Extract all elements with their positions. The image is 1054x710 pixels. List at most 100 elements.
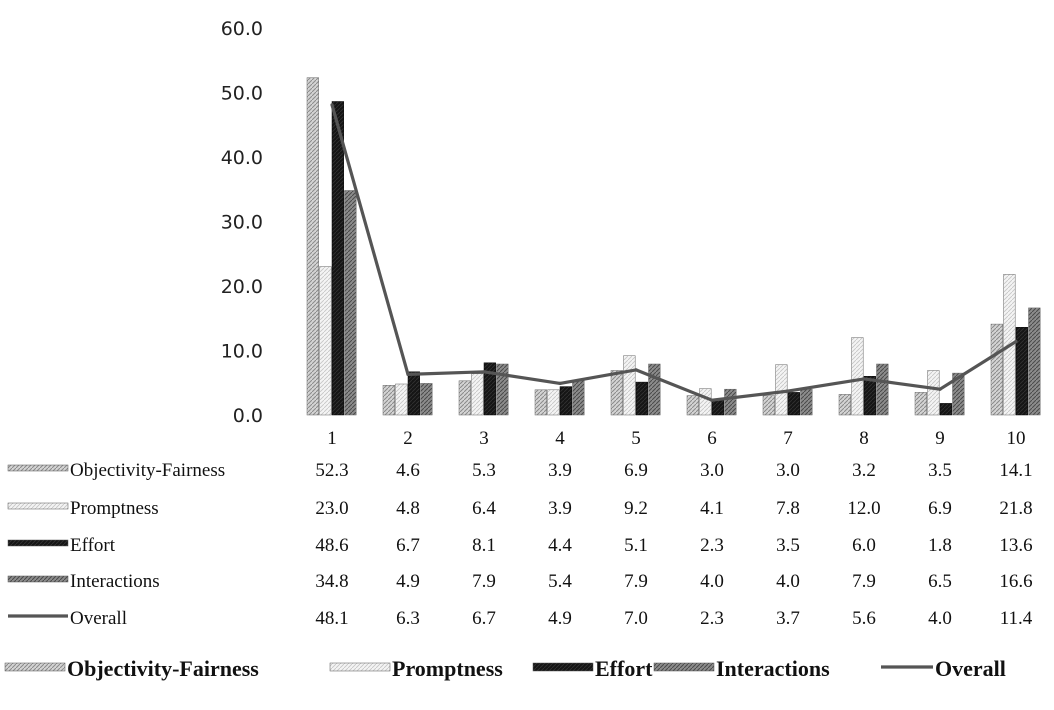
table-cell: 6.9 bbox=[928, 498, 952, 519]
bar-effort-7 bbox=[787, 392, 800, 416]
overall-point-1 bbox=[330, 103, 334, 107]
y-tick-label: 30.0 bbox=[221, 212, 263, 234]
overall-point-9 bbox=[938, 387, 942, 391]
legend-key-interactions bbox=[653, 662, 715, 672]
bar-promptness-2 bbox=[395, 383, 408, 416]
legend-key-effort bbox=[532, 662, 594, 672]
bar-objectivity-fairness-8 bbox=[838, 394, 851, 416]
bar-effort-9 bbox=[939, 403, 952, 416]
legend-key-promptness bbox=[329, 662, 391, 672]
bar-effort-10 bbox=[1015, 327, 1028, 416]
bar-interactions-5 bbox=[648, 363, 661, 416]
bar-interactions-2 bbox=[420, 383, 433, 416]
overall-line bbox=[330, 103, 1018, 402]
x-tick-label: 4 bbox=[555, 428, 565, 449]
table-row-label-effort: Effort bbox=[70, 535, 116, 556]
y-tick-label: 60.0 bbox=[221, 18, 263, 40]
bar-promptness-1 bbox=[319, 266, 332, 416]
overall-point-7 bbox=[786, 389, 790, 393]
table-cell: 52.3 bbox=[315, 460, 348, 481]
bar-promptness-8 bbox=[851, 337, 864, 416]
x-tick-label: 1 bbox=[327, 428, 337, 449]
table-cell: 6.5 bbox=[928, 571, 952, 592]
table-cell: 48.1 bbox=[315, 608, 348, 629]
bar-interactions-10 bbox=[1028, 307, 1041, 416]
legend-key-objectivity-fairness bbox=[4, 662, 66, 672]
overall-point-5 bbox=[634, 368, 638, 372]
table-cell: 6.4 bbox=[472, 498, 496, 519]
bar-promptness-4 bbox=[547, 389, 560, 416]
bar-objectivity-fairness-7 bbox=[762, 395, 775, 416]
x-tick-label: 6 bbox=[707, 428, 717, 449]
x-tick-label: 8 bbox=[859, 428, 869, 449]
overall-point-2 bbox=[406, 372, 410, 376]
overall-point-8 bbox=[862, 377, 866, 381]
y-tick-label: 0.0 bbox=[233, 405, 263, 427]
table-cell: 7.0 bbox=[624, 608, 648, 629]
table-row-label-interactions: Interactions bbox=[70, 571, 160, 592]
bar-promptness-9 bbox=[927, 370, 940, 416]
bar-effort-8 bbox=[863, 376, 876, 416]
table-cell: 3.0 bbox=[776, 460, 800, 481]
legend-label-effort: Effort bbox=[595, 656, 653, 681]
table-cell: 2.3 bbox=[700, 535, 724, 556]
overall-point-10 bbox=[1014, 339, 1018, 344]
table-cell: 4.8 bbox=[396, 498, 420, 519]
legend-label-promptness: Promptness bbox=[392, 656, 503, 681]
table-cell: 21.8 bbox=[999, 498, 1032, 519]
bar-interactions-1 bbox=[344, 190, 357, 416]
bar-objectivity-fairness-1 bbox=[306, 77, 319, 416]
table-cell: 5.3 bbox=[472, 460, 496, 481]
table-cell: 3.5 bbox=[928, 460, 952, 481]
table-cell: 4.1 bbox=[700, 498, 724, 519]
bar-promptness-6 bbox=[699, 388, 712, 416]
table-cell: 3.0 bbox=[700, 460, 724, 481]
bar-interactions-9 bbox=[952, 372, 965, 416]
bars bbox=[306, 77, 1041, 416]
table-cell: 6.0 bbox=[852, 535, 876, 556]
x-tick-label: 5 bbox=[631, 428, 641, 449]
table-key-promptness bbox=[7, 502, 69, 510]
bar-effort-4 bbox=[559, 386, 572, 416]
x-tick-label: 3 bbox=[479, 428, 489, 449]
table-cell: 6.7 bbox=[396, 535, 420, 556]
table-cell: 3.9 bbox=[548, 498, 572, 519]
table-cell: 4.9 bbox=[396, 571, 420, 592]
table-key-effort bbox=[7, 539, 69, 547]
table-cell: 1.8 bbox=[928, 535, 952, 556]
bar-objectivity-fairness-5 bbox=[610, 370, 623, 416]
x-tick-label: 9 bbox=[935, 428, 945, 449]
bar-objectivity-fairness-10 bbox=[990, 323, 1003, 416]
table-cell: 48.6 bbox=[315, 535, 348, 556]
y-axis: 0.0 10.0 20.0 30.0 40.0 50.0 60.0 bbox=[221, 18, 263, 427]
table-cell: 12.0 bbox=[847, 498, 880, 519]
table-key-objectivity-fairness bbox=[7, 464, 69, 472]
table-cell: 5.6 bbox=[852, 608, 876, 629]
x-tick-label: 2 bbox=[403, 428, 413, 449]
overall-point-3 bbox=[482, 370, 486, 374]
table-key-interactions bbox=[7, 575, 69, 583]
table-cell: 3.2 bbox=[852, 460, 876, 481]
bar-interactions-4 bbox=[572, 379, 585, 416]
overall-point-4 bbox=[558, 381, 562, 385]
y-tick-label: 10.0 bbox=[221, 341, 263, 363]
bar-promptness-3 bbox=[471, 373, 484, 416]
table-cell: 4.9 bbox=[548, 608, 572, 629]
table-cell: 3.7 bbox=[776, 608, 800, 629]
table-cell: 6.7 bbox=[472, 608, 496, 629]
table-cell: 4.4 bbox=[548, 535, 572, 556]
table-cell: 3.5 bbox=[776, 535, 800, 556]
bar-effort-3 bbox=[483, 362, 496, 416]
y-tick-label: 20.0 bbox=[221, 276, 263, 298]
table-cell: 13.6 bbox=[999, 535, 1032, 556]
table-row-label-overall: Overall bbox=[70, 608, 127, 629]
table-cell: 14.1 bbox=[999, 460, 1032, 481]
legend-label-interactions: Interactions bbox=[716, 656, 830, 681]
table-cell: 7.8 bbox=[776, 498, 800, 519]
bar-interactions-3 bbox=[496, 363, 509, 416]
table-cell: 5.4 bbox=[548, 571, 572, 592]
legend-label-overall: Overall bbox=[935, 656, 1006, 681]
table-cell: 8.1 bbox=[472, 535, 496, 556]
table-cell: 4.0 bbox=[776, 571, 800, 592]
